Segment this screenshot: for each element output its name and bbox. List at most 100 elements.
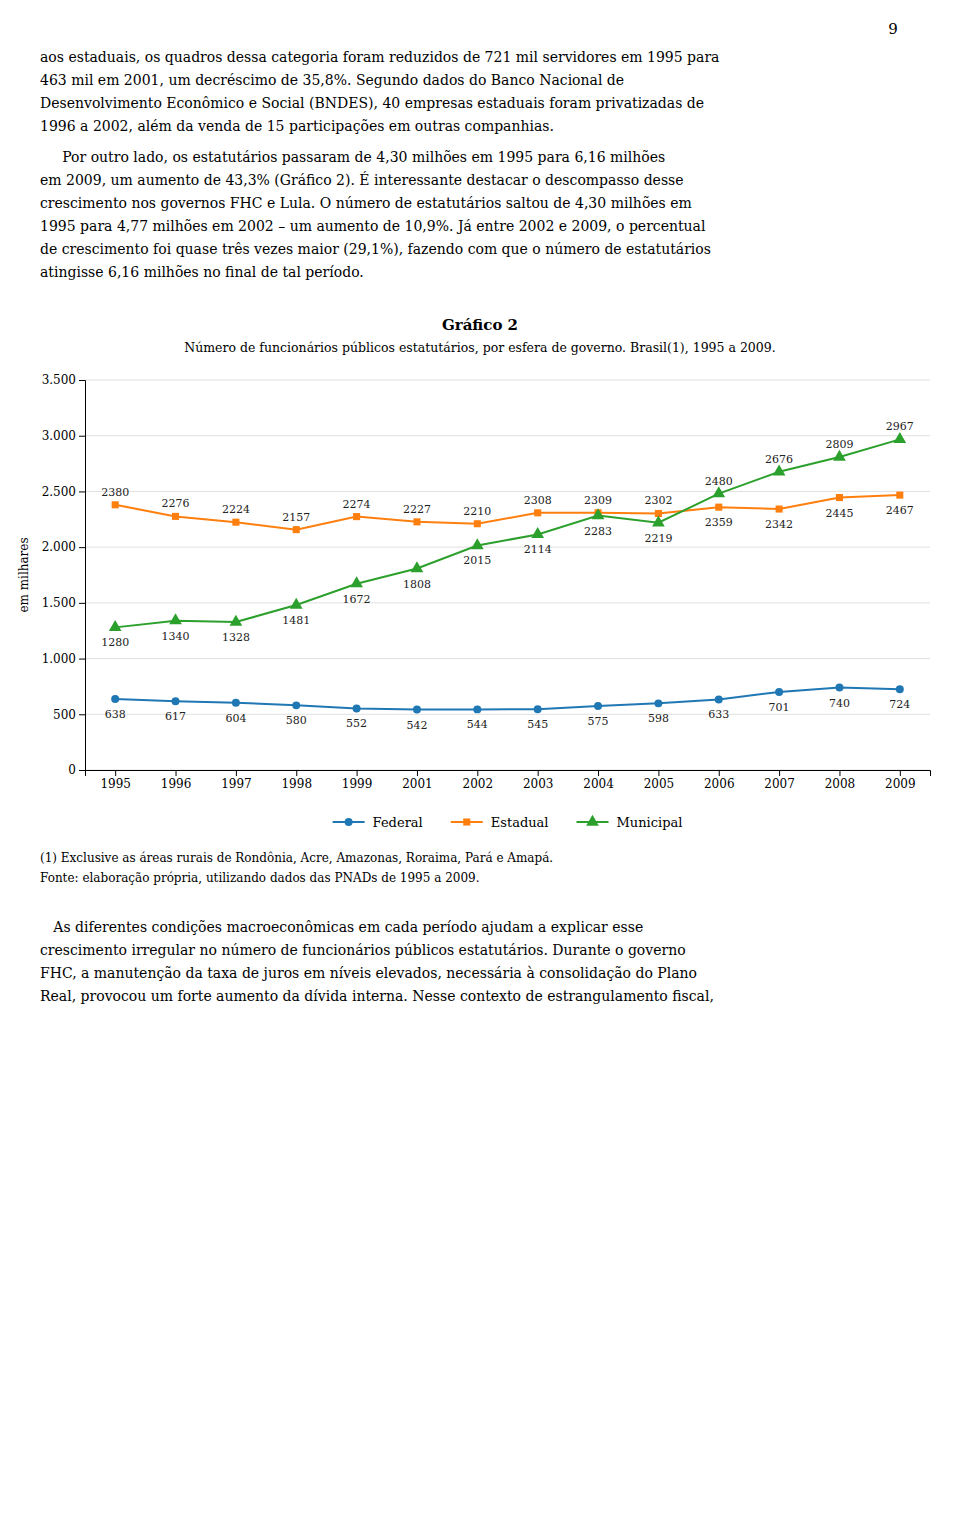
legend-label: Municipal xyxy=(617,815,683,830)
x-tick: 2008 xyxy=(825,770,856,791)
y-tick: 500 xyxy=(53,708,85,722)
y-axis-title: em milhares xyxy=(17,537,31,612)
footnote: (1) Exclusive as áreas rurais de Rondôni… xyxy=(40,851,553,865)
data-point xyxy=(773,464,786,475)
data-label: 2114 xyxy=(524,543,552,556)
x-tick-label: 1998 xyxy=(281,777,312,791)
data-point xyxy=(534,509,541,516)
data-label: 575 xyxy=(588,715,609,728)
data-label: 2157 xyxy=(282,511,310,524)
data-label: 2809 xyxy=(825,438,853,451)
y-tick-label: 1.500 xyxy=(42,596,76,610)
data-label: 2276 xyxy=(162,497,190,510)
y-tick-mark xyxy=(79,603,85,604)
data-label: 2219 xyxy=(644,532,672,545)
x-tick: 1999 xyxy=(342,770,373,791)
y-tick-mark xyxy=(79,491,85,492)
data-point xyxy=(715,504,722,511)
data-label: 1280 xyxy=(101,636,129,649)
data-label: 617 xyxy=(165,710,186,723)
data-label: 2309 xyxy=(584,494,612,507)
x-tick-mark xyxy=(357,770,358,776)
data-label: 701 xyxy=(769,701,790,714)
y-axis-line xyxy=(79,381,86,771)
data-point xyxy=(712,486,725,497)
data-label: 2967 xyxy=(886,420,914,433)
data-label: 1672 xyxy=(343,593,371,606)
series xyxy=(109,432,906,631)
x-tick-label: 2007 xyxy=(764,777,795,791)
data-label: 604 xyxy=(225,712,246,725)
grid-line xyxy=(85,714,930,715)
x-tick: 1998 xyxy=(281,770,312,791)
paragraph-line: 1996 a 2002, além da venda de 15 partici… xyxy=(40,118,554,134)
paragraph-line: em 2009, um aumento de 43,3% (Gráfico 2)… xyxy=(40,171,684,188)
data-point xyxy=(353,513,360,520)
footnote: Fonte: elaboração própria, utilizando da… xyxy=(40,871,480,885)
x-tick: 1996 xyxy=(161,770,192,791)
y-tick-label: 2.500 xyxy=(42,485,76,499)
data-point xyxy=(413,706,421,714)
data-label: 2227 xyxy=(403,503,431,516)
x-axis: 1995199619971998199920012002200320042005… xyxy=(86,770,931,791)
chart-title: Gráfico 2 xyxy=(442,316,518,334)
page: 9aos estaduais, os quadros dessa categor… xyxy=(0,0,960,1523)
x-tick-mark xyxy=(176,770,177,776)
x-tick-mark xyxy=(719,770,720,776)
x-tick-mark xyxy=(658,770,659,776)
x-tick-mark xyxy=(839,770,840,776)
y-tick: 3.000 xyxy=(42,429,85,443)
x-tick: 2002 xyxy=(463,770,494,791)
paragraph-line: 1995 para 4,77 milhões em 2002 – um aume… xyxy=(40,218,706,234)
y-tick: 1.000 xyxy=(42,652,85,666)
x-tick-label: 2005 xyxy=(644,777,675,791)
y-tick-mark xyxy=(79,659,85,660)
y-tick-label: 3.000 xyxy=(42,429,76,443)
paragraph-line: FHC, a manutenção da taxa de juros em ní… xyxy=(40,965,697,981)
x-tick-label: 1995 xyxy=(100,777,131,791)
data-point xyxy=(836,494,843,501)
data-label: 1328 xyxy=(222,631,250,644)
data-label: 2308 xyxy=(524,494,552,507)
data-point xyxy=(293,526,300,533)
legend-symbol xyxy=(345,818,353,826)
data-point xyxy=(534,705,542,713)
legend-symbol xyxy=(586,815,599,826)
legend-item: Federal xyxy=(333,815,423,830)
data-point xyxy=(835,684,843,692)
y-tick-label: 1.000 xyxy=(42,652,76,666)
y-tick-mark xyxy=(79,547,85,548)
grid-line xyxy=(85,435,930,436)
x-tick: 2006 xyxy=(704,770,735,791)
x-tick-label: 2006 xyxy=(704,777,735,791)
x-tick: 2007 xyxy=(764,770,795,791)
data-label: 2342 xyxy=(765,518,793,531)
grid xyxy=(85,380,930,770)
page-number: 9 xyxy=(888,20,898,38)
data-label: 2015 xyxy=(463,554,491,567)
paragraph-line: Por outro lado, os estatutários passaram… xyxy=(40,149,665,165)
y-tick: 2.500 xyxy=(42,485,85,499)
data-point xyxy=(169,613,182,624)
x-tick: 2001 xyxy=(402,770,433,791)
x-tick-label: 2002 xyxy=(463,777,494,791)
data-point xyxy=(473,705,481,713)
legend-symbol xyxy=(463,818,470,825)
data-label: 2359 xyxy=(705,516,733,529)
data-label: 1340 xyxy=(162,630,190,643)
data-point xyxy=(292,701,300,709)
x-tick: 1997 xyxy=(221,770,252,791)
x-tick: 2003 xyxy=(523,770,554,791)
data-label: 1481 xyxy=(282,614,310,627)
y-tick-mark xyxy=(79,436,85,437)
data-point xyxy=(411,561,424,572)
y-axis: 05001.0001.5002.0002.5003.0003.500 xyxy=(42,373,86,777)
x-tick-mark xyxy=(598,770,599,776)
data-label: 2467 xyxy=(886,504,914,517)
x-tick-label: 2008 xyxy=(825,777,856,791)
data-label: 580 xyxy=(286,714,307,727)
paragraph-line: As diferentes condições macroeconômicas … xyxy=(40,919,643,935)
data-point xyxy=(592,508,605,519)
data-label: 2445 xyxy=(825,507,853,520)
data-label: 638 xyxy=(105,708,126,721)
